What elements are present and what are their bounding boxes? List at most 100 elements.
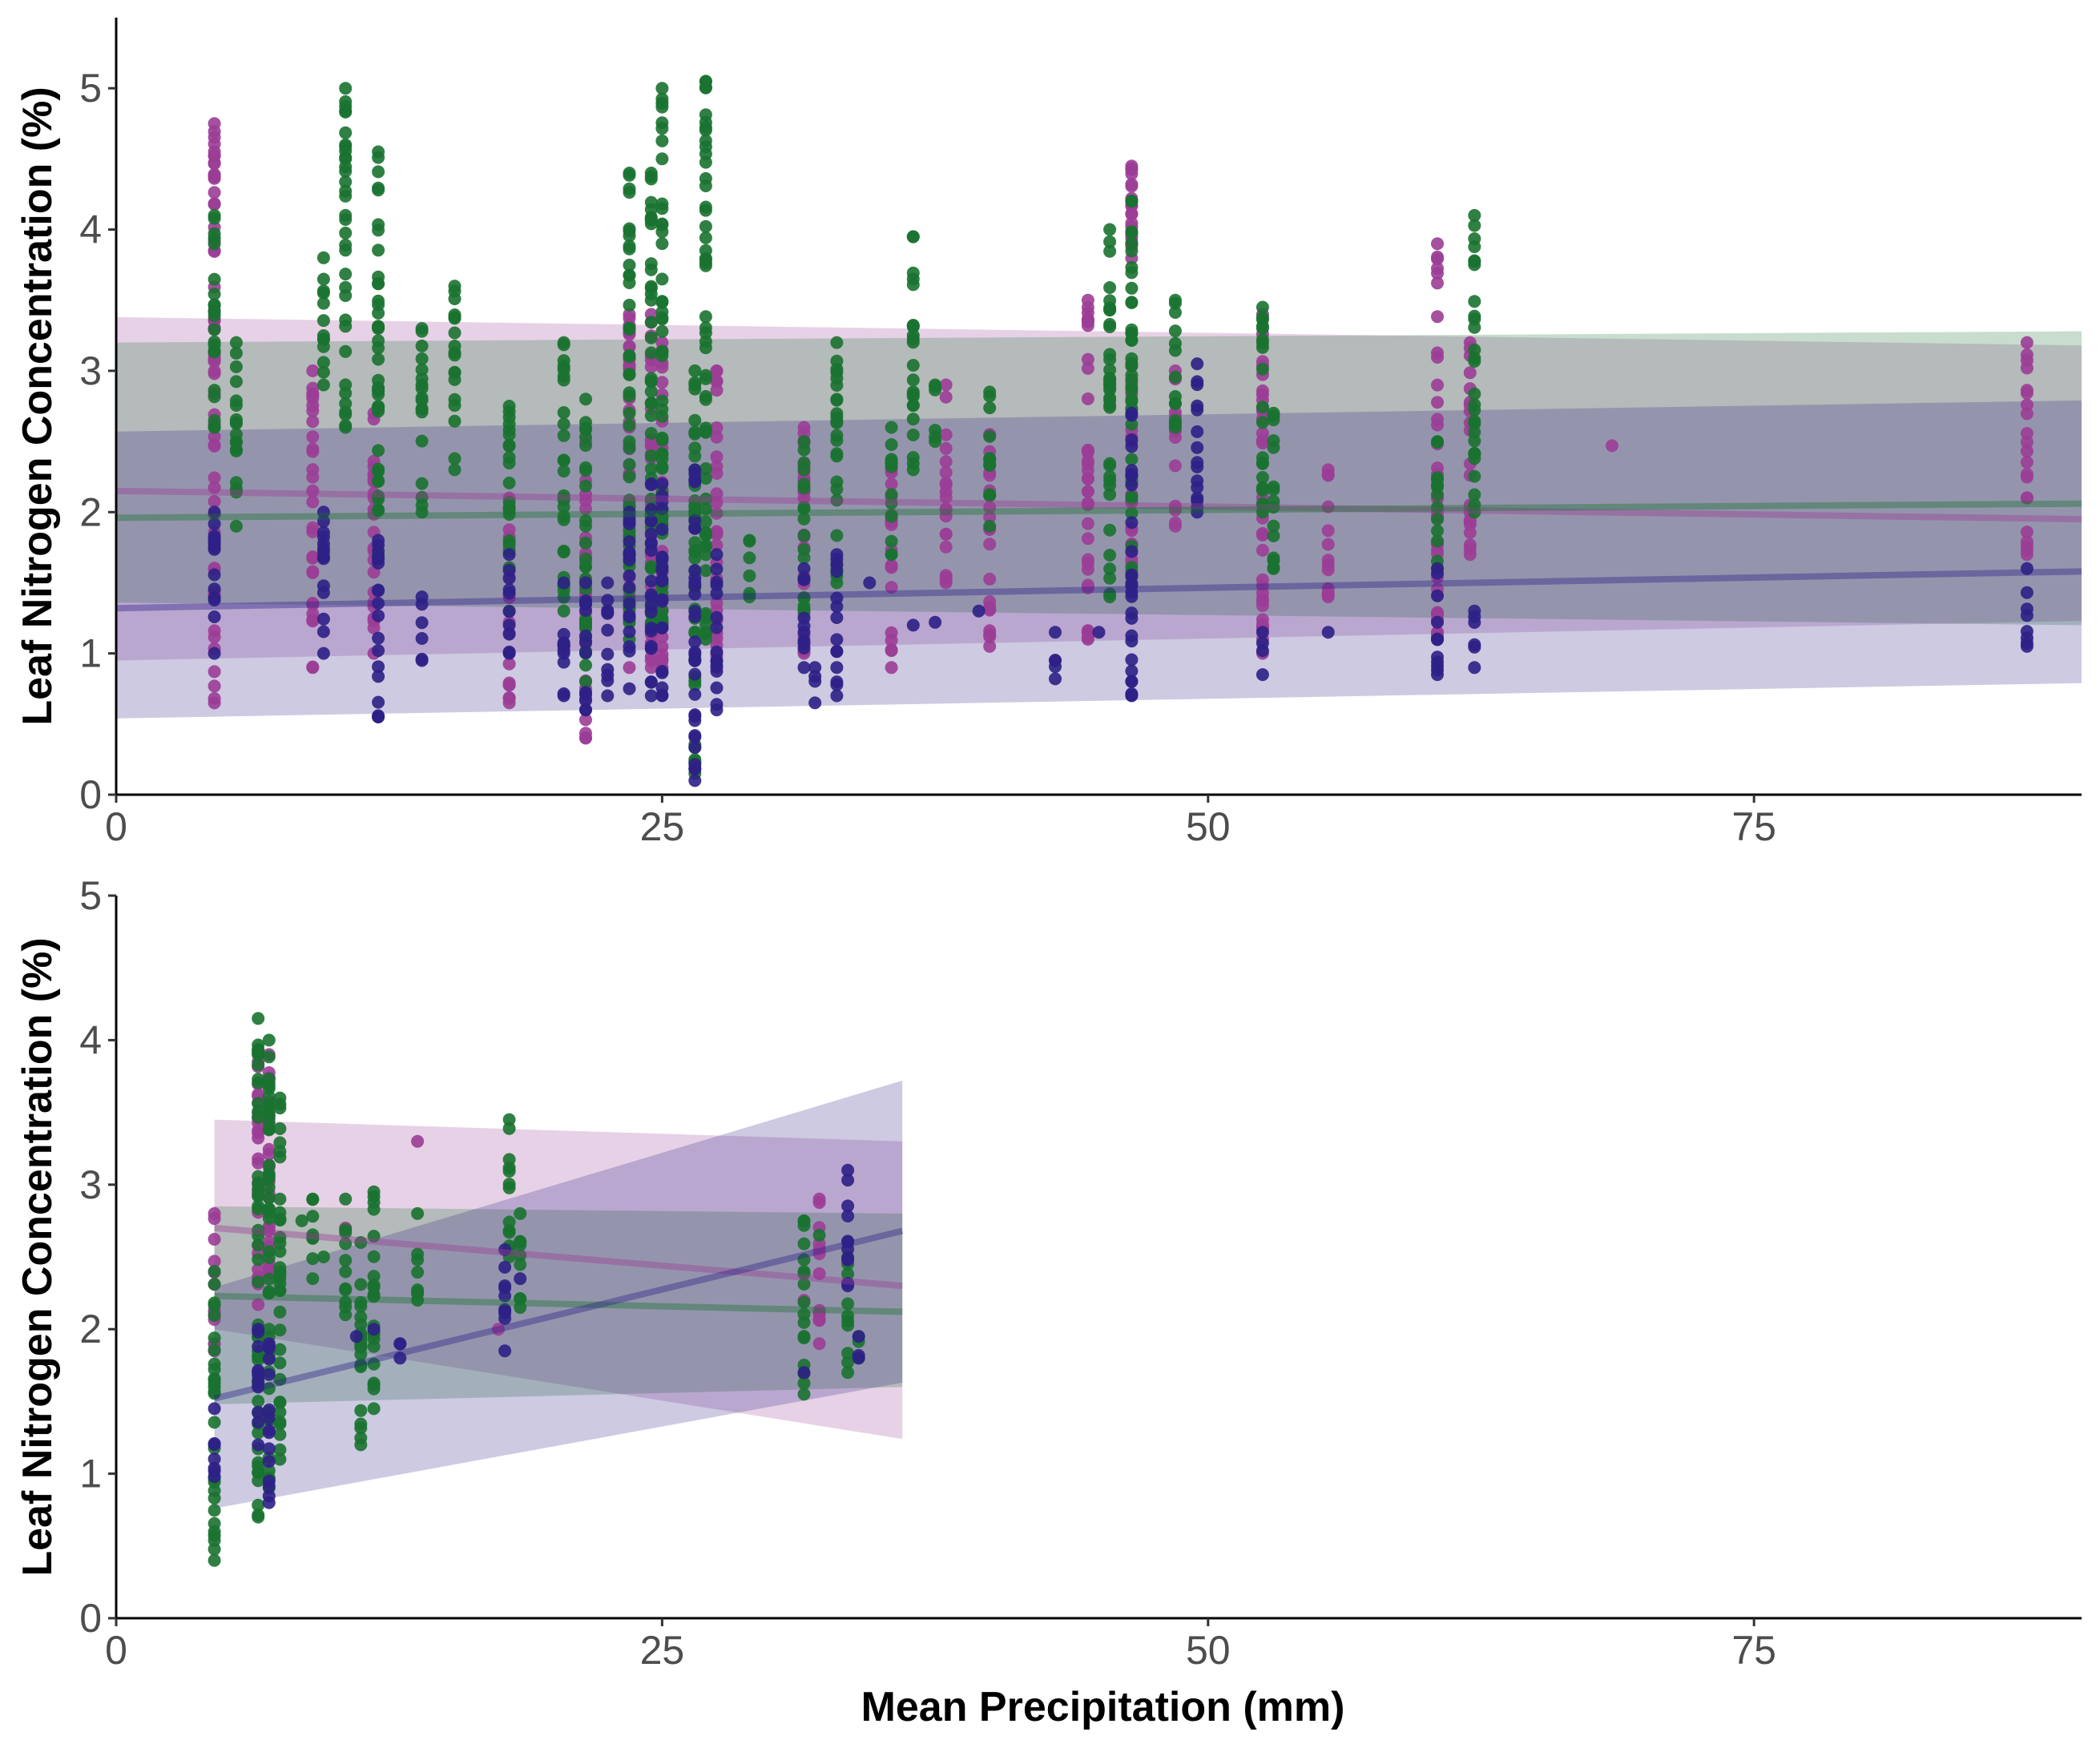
data-point <box>316 314 330 328</box>
data-point <box>306 364 320 377</box>
data-point <box>1256 497 1269 510</box>
data-point <box>1125 195 1139 208</box>
data-point <box>229 399 243 412</box>
data-point <box>699 252 712 265</box>
data-point <box>273 1236 287 1250</box>
data-point <box>372 341 385 355</box>
data-point <box>252 1238 265 1252</box>
data-point <box>1468 387 1481 401</box>
data-point <box>797 1387 811 1401</box>
data-point <box>415 632 429 645</box>
data-point <box>502 400 516 413</box>
data-point <box>688 610 702 623</box>
data-point <box>1081 562 1094 576</box>
data-point <box>1081 625 1094 638</box>
data-point <box>502 1165 516 1178</box>
data-point <box>655 92 669 106</box>
data-point <box>1081 485 1094 498</box>
data-point <box>644 574 658 588</box>
y-tick-label: 2 <box>79 489 102 534</box>
data-point <box>1431 633 1444 646</box>
data-point <box>367 1230 381 1243</box>
data-point <box>448 280 462 293</box>
data-point <box>372 504 385 518</box>
data-point <box>316 514 330 528</box>
data-point <box>699 75 712 88</box>
data-point <box>339 1254 353 1267</box>
data-point <box>579 635 592 649</box>
y-tick-label: 4 <box>79 207 102 252</box>
data-point <box>339 408 353 421</box>
data-point <box>655 665 669 678</box>
data-point <box>644 409 658 422</box>
data-point <box>579 686 592 699</box>
data-point <box>579 464 592 477</box>
data-point <box>339 320 353 333</box>
data-point <box>1125 159 1139 173</box>
data-point <box>273 1284 287 1297</box>
data-point <box>841 1309 855 1323</box>
data-point <box>393 1337 407 1351</box>
data-point <box>208 1206 221 1220</box>
data-point <box>372 556 385 570</box>
data-point <box>830 661 844 675</box>
data-point <box>655 344 669 358</box>
data-point <box>623 682 636 695</box>
data-point <box>939 540 953 554</box>
data-point <box>1321 626 1335 639</box>
data-point <box>1125 492 1139 505</box>
data-point <box>252 1508 265 1522</box>
data-point <box>262 1474 276 1488</box>
data-point <box>644 331 658 344</box>
data-point <box>797 501 811 514</box>
data-point <box>1431 534 1444 548</box>
data-point <box>830 591 844 605</box>
data-point <box>514 1249 527 1263</box>
data-point <box>306 495 320 509</box>
data-point <box>797 1376 811 1390</box>
data-point <box>502 679 516 691</box>
data-point <box>710 575 724 589</box>
data-point <box>699 472 712 485</box>
data-point <box>252 1043 265 1056</box>
data-point <box>1081 454 1094 468</box>
data-point <box>623 505 636 519</box>
data-point <box>208 691 221 705</box>
data-point <box>273 1417 287 1431</box>
data-point <box>710 681 724 695</box>
data-point <box>601 594 615 607</box>
data-point <box>1125 417 1139 431</box>
data-point <box>557 576 570 590</box>
data-point <box>1431 310 1444 324</box>
data-point <box>208 197 221 211</box>
data-point <box>830 393 844 406</box>
data-point <box>983 538 997 551</box>
data-point <box>688 774 702 787</box>
data-point <box>262 1191 276 1205</box>
data-point <box>644 493 658 505</box>
data-point <box>1049 672 1062 686</box>
data-point <box>208 1363 221 1376</box>
data-point <box>1081 532 1094 546</box>
data-point <box>1191 501 1204 514</box>
data-point <box>1321 558 1335 571</box>
data-point <box>1256 599 1269 612</box>
data-point <box>208 1438 221 1452</box>
data-point <box>1125 653 1139 667</box>
data-point <box>623 229 636 243</box>
data-point <box>502 502 516 515</box>
data-point <box>812 1337 826 1351</box>
data-point <box>983 600 997 614</box>
data-point <box>316 530 330 544</box>
data-point <box>273 1102 287 1115</box>
trend-line-top-2 <box>115 568 2082 612</box>
data-point <box>1049 654 1062 667</box>
data-point <box>557 465 570 478</box>
data-point <box>644 477 658 490</box>
data-point <box>208 591 221 605</box>
data-point <box>229 416 243 429</box>
data-point <box>939 441 953 455</box>
data-point <box>579 519 592 533</box>
data-point <box>983 488 997 501</box>
